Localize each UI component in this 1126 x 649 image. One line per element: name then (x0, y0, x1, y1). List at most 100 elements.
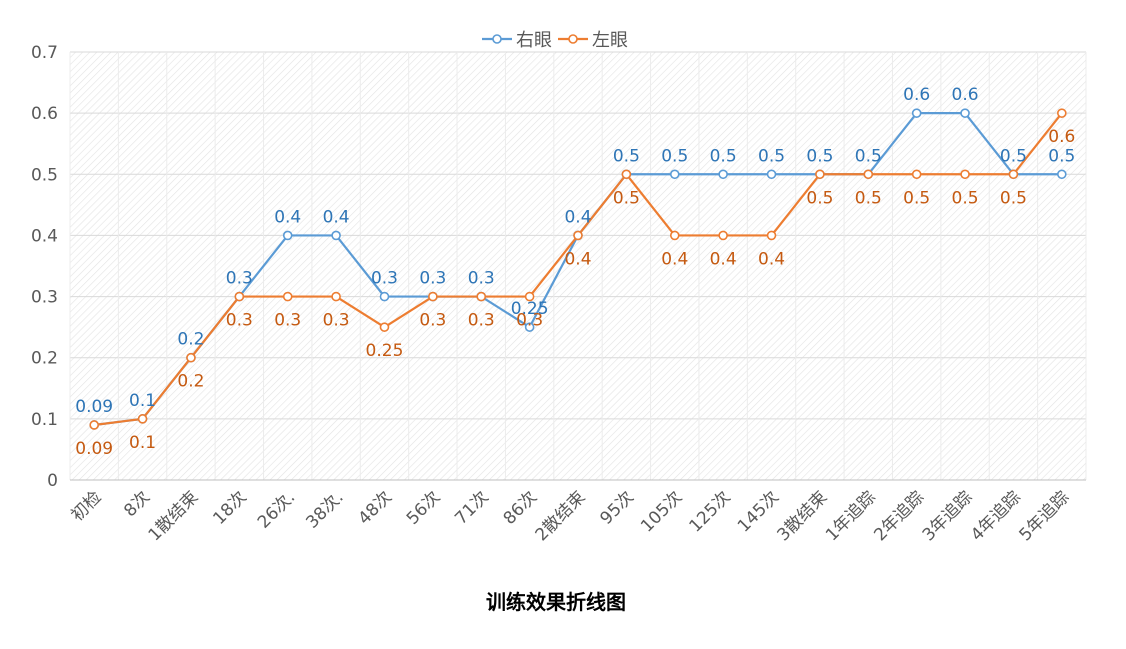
data-labels: 0.09 0.10.20.30.4 0.40.3 0.3 0.30.250.40.5 0.… (75, 85, 1075, 459)
data-label: 0.5 (903, 188, 930, 208)
data-point (234, 291, 245, 302)
legend: 右眼 左眼 (482, 30, 628, 51)
data-point (960, 169, 970, 180)
data-point (282, 291, 293, 302)
data-point (524, 291, 535, 302)
data-label: 0.5 (661, 146, 688, 166)
data-label: 0.3 (468, 311, 495, 331)
x-tick-label: 125次 (686, 487, 735, 536)
data-point (331, 230, 341, 241)
data-label: 0.3 (226, 311, 253, 331)
x-tick-label: 86次 (500, 487, 541, 528)
data-label: 0.4 (274, 207, 301, 227)
data-label: 0.3 (419, 311, 446, 331)
data-label: 0.4 (661, 249, 688, 269)
x-tick-label: 48次 (355, 487, 396, 528)
data-point (766, 169, 777, 180)
x-tick-label: 8次 (120, 487, 154, 521)
data-label: 0.5 (1048, 146, 1075, 166)
data-point (863, 169, 874, 180)
data-label: 0.2 (177, 372, 204, 392)
x-tick-label: 1年追踪 (822, 487, 880, 545)
data-label: 0.3 (371, 269, 398, 289)
data-point (815, 169, 825, 180)
data-point (1057, 108, 1067, 118)
data-label: 0.3 (419, 269, 446, 289)
y-tick-label: 0.5 (31, 165, 58, 185)
data-label: 0.5 (1000, 146, 1027, 166)
data-label: 0.3 (468, 269, 495, 289)
data-label: 0.5 (952, 188, 979, 208)
data-label: 0.3 (323, 311, 350, 331)
data-label: 0.1 (129, 433, 156, 453)
data-label: 0.25 (511, 299, 549, 319)
data-label: 0.5 (613, 188, 640, 208)
y-tick-label: 0.3 (31, 288, 58, 308)
data-label: 0.4 (564, 207, 591, 227)
data-point (137, 414, 148, 424)
x-tick-label: 2年追踪 (870, 487, 928, 545)
y-tick-label: 0 (47, 471, 58, 491)
x-tick-label: 56次 (403, 487, 444, 528)
data-label: 0.4 (323, 207, 350, 227)
data-point (89, 420, 99, 430)
data-point (379, 322, 390, 332)
data-label: 0.4 (564, 249, 591, 269)
legend-marker (492, 34, 502, 44)
data-point (718, 169, 728, 180)
legend-label: 左眼 (592, 30, 628, 51)
x-tick-label: 5年追踪 (1015, 487, 1073, 545)
data-point (911, 169, 922, 180)
data-label: 0.3 (274, 311, 301, 331)
data-point (524, 322, 535, 332)
y-tick-label: 0.4 (31, 226, 58, 246)
x-tick-label: 26次. (254, 487, 299, 532)
data-point (573, 230, 583, 241)
data-label: 0.5 (613, 146, 640, 166)
x-tick-label: 95次 (596, 487, 637, 528)
data-label: 0.2 (177, 330, 204, 350)
data-point (911, 108, 922, 118)
data-label: 0.3 (226, 269, 253, 289)
data-point (669, 169, 680, 180)
data-label: 0.5 (855, 188, 882, 208)
data-label: 0.09 (75, 397, 113, 417)
x-tick-label: 初检 (68, 487, 106, 525)
data-point (331, 291, 341, 302)
data-point (718, 230, 728, 241)
data-point (186, 352, 196, 363)
data-point (379, 291, 390, 302)
data-label: 0.5 (855, 146, 882, 166)
y-tick-label: 0.1 (31, 410, 58, 430)
data-point (669, 230, 680, 241)
data-label: 0.5 (806, 188, 833, 208)
data-point (428, 291, 438, 302)
data-label: 0.5 (710, 146, 737, 166)
data-point (282, 230, 293, 241)
data-point (1008, 169, 1019, 180)
chart-title: 训练效果折线图 (486, 590, 626, 614)
y-tick-label: 0.7 (31, 43, 58, 63)
x-tick-label: 38次. (302, 487, 347, 532)
data-point (766, 230, 777, 241)
data-label: 0.5 (806, 146, 833, 166)
x-tick-label: 3散结束 (774, 487, 832, 545)
y-axis: 0 0.1 0.2 0.3 0.4 0.5 0.6 0.7 (31, 43, 58, 491)
legend-label: 右眼 (516, 30, 552, 51)
data-label: 0.1 (129, 391, 156, 411)
series-markers (89, 108, 1067, 430)
x-tick-label: 105次 (637, 487, 686, 536)
data-label: 0.4 (758, 249, 785, 269)
data-point (1057, 169, 1067, 180)
plot-area (70, 52, 1086, 480)
data-point (621, 169, 632, 180)
data-label: 0.5 (1000, 188, 1027, 208)
data-label: 0.3 (516, 311, 543, 331)
data-label: 0.5 (758, 146, 785, 166)
data-point (476, 291, 487, 302)
data-label: 0.6 (952, 85, 979, 105)
legend-marker (568, 34, 578, 44)
data-label: 0.6 (1048, 127, 1075, 147)
